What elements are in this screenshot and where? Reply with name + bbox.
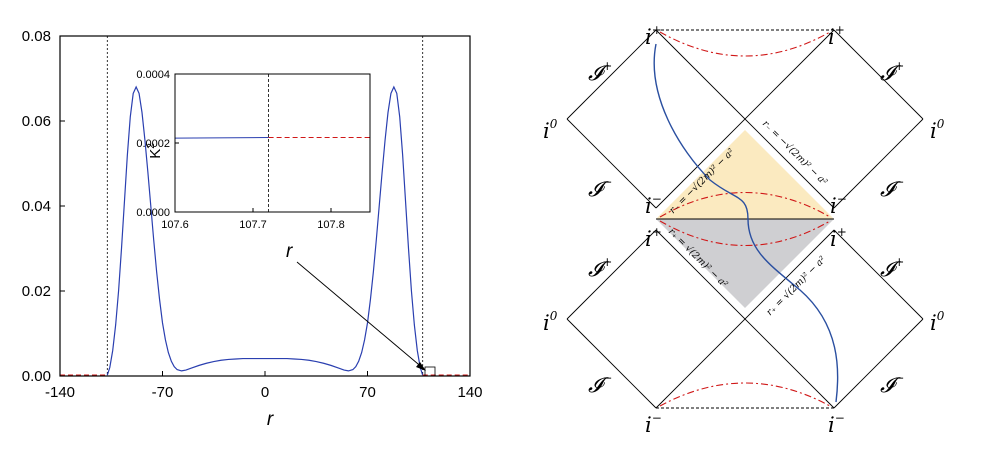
- main-x-tick-label-2: 0: [261, 384, 269, 401]
- label-i-minus-mid-right: i−: [830, 192, 847, 218]
- label-i-minus-bottom-left: i−: [645, 411, 662, 437]
- main-plot-lines: [60, 36, 470, 376]
- inset-plot-lines: [174, 74, 370, 212]
- label-i-plus-mid-left: i+: [645, 225, 662, 251]
- main-x-ticks: -140 -70 0 70 140: [45, 371, 483, 401]
- label-i-plus-top-right: i+: [828, 23, 845, 49]
- label-scri-minus-ul: 𝓘−: [588, 175, 612, 201]
- annotation-arrowhead: [416, 362, 426, 371]
- label-i-minus-mid-left: i−: [645, 192, 662, 218]
- main-x-tick-label-4: 140: [457, 384, 482, 401]
- main-x-tick-label-0: -140: [45, 384, 75, 401]
- inset-y-axis-label: K2: [146, 143, 164, 159]
- inset-series-line-0: [174, 136, 269, 139]
- label-scri-plus-ur: 𝓘+: [880, 59, 904, 85]
- inset-chart: 107.6 107.7 107.8 0.0000 0.0002 0.0004 K2: [136, 69, 371, 231]
- region-between-horizons-lower: [656, 219, 834, 308]
- main-x-tick-label-3: 70: [359, 384, 376, 401]
- label-scri-plus-lr: 𝓘+: [880, 255, 904, 281]
- inset-x-tick-label-0: 107.6: [161, 219, 189, 231]
- label-i-plus-mid-right: i+: [830, 225, 847, 251]
- inset-x-tick-label-2: 107.8: [317, 219, 345, 231]
- annotation-label: r: [286, 241, 293, 262]
- label-i-zero-right-top: i0: [930, 117, 945, 143]
- main-y-ticks: 0.00 0.02 0.04 0.06 0.08: [22, 28, 65, 385]
- zoom-region-box: [424, 366, 436, 377]
- label-scri-minus-lr: 𝓘−: [880, 371, 904, 397]
- main-x-axis-label: r: [267, 409, 274, 430]
- label-i-minus-bottom-right: i−: [828, 411, 845, 437]
- label-i-plus-top-left: i+: [645, 23, 662, 49]
- annotation-arrow: [296, 261, 425, 370]
- label-scri-minus-ur: 𝓘−: [880, 175, 904, 201]
- inset-y-label-main: K: [147, 149, 164, 159]
- label-scri-plus-ul: 𝓘+: [588, 59, 612, 85]
- curvature-chart: -140 -70 0 70 140 0.00 0.02 0.04 0.06 0.08 r r 1…: [22, 28, 483, 430]
- geodesic-trajectory: [653, 43, 839, 403]
- main-y-tick-label-4: 0.08: [22, 28, 51, 45]
- inset-y-tick-label-0: 0.0000: [136, 207, 170, 219]
- inset-x-tick-label-1: 107.7: [239, 219, 267, 231]
- penrose-diagram: i+ i+ i0 i0 i− i− i+ i+ i0 i0 i− i− 𝓘+ 𝓘…: [543, 23, 945, 437]
- inset-y-tick-label-1: 0.0002: [136, 138, 170, 150]
- main-y-tick-label-2: 0.04: [22, 198, 51, 215]
- label-i-zero-left-top: i0: [543, 117, 558, 143]
- main-y-tick-label-1: 0.02: [22, 283, 51, 300]
- inset-y-ticks: 0.0000 0.0002 0.0004: [136, 69, 179, 219]
- inset-y-tick-label-2: 0.0004: [136, 69, 170, 81]
- main-y-tick-label-3: 0.06: [22, 113, 51, 130]
- inset-x-ticks: 107.6 107.7 107.8: [161, 208, 345, 231]
- main-series-line-0: [106, 85, 424, 376]
- main-y-tick-label-0: 0.00: [22, 368, 51, 385]
- singularity-curves: [659, 31, 831, 407]
- inset-background: [175, 74, 370, 212]
- main-x-tick-label-1: -70: [152, 384, 174, 401]
- label-scri-minus-ll: 𝓘−: [588, 371, 612, 397]
- penrose-grid: [566, 29, 924, 409]
- label-i-zero-right-bottom: i0: [930, 309, 945, 335]
- label-i-zero-left-bottom: i0: [543, 309, 558, 335]
- region-between-horizons-upper: [656, 130, 834, 219]
- inset-y-label-sup: 2: [146, 143, 157, 149]
